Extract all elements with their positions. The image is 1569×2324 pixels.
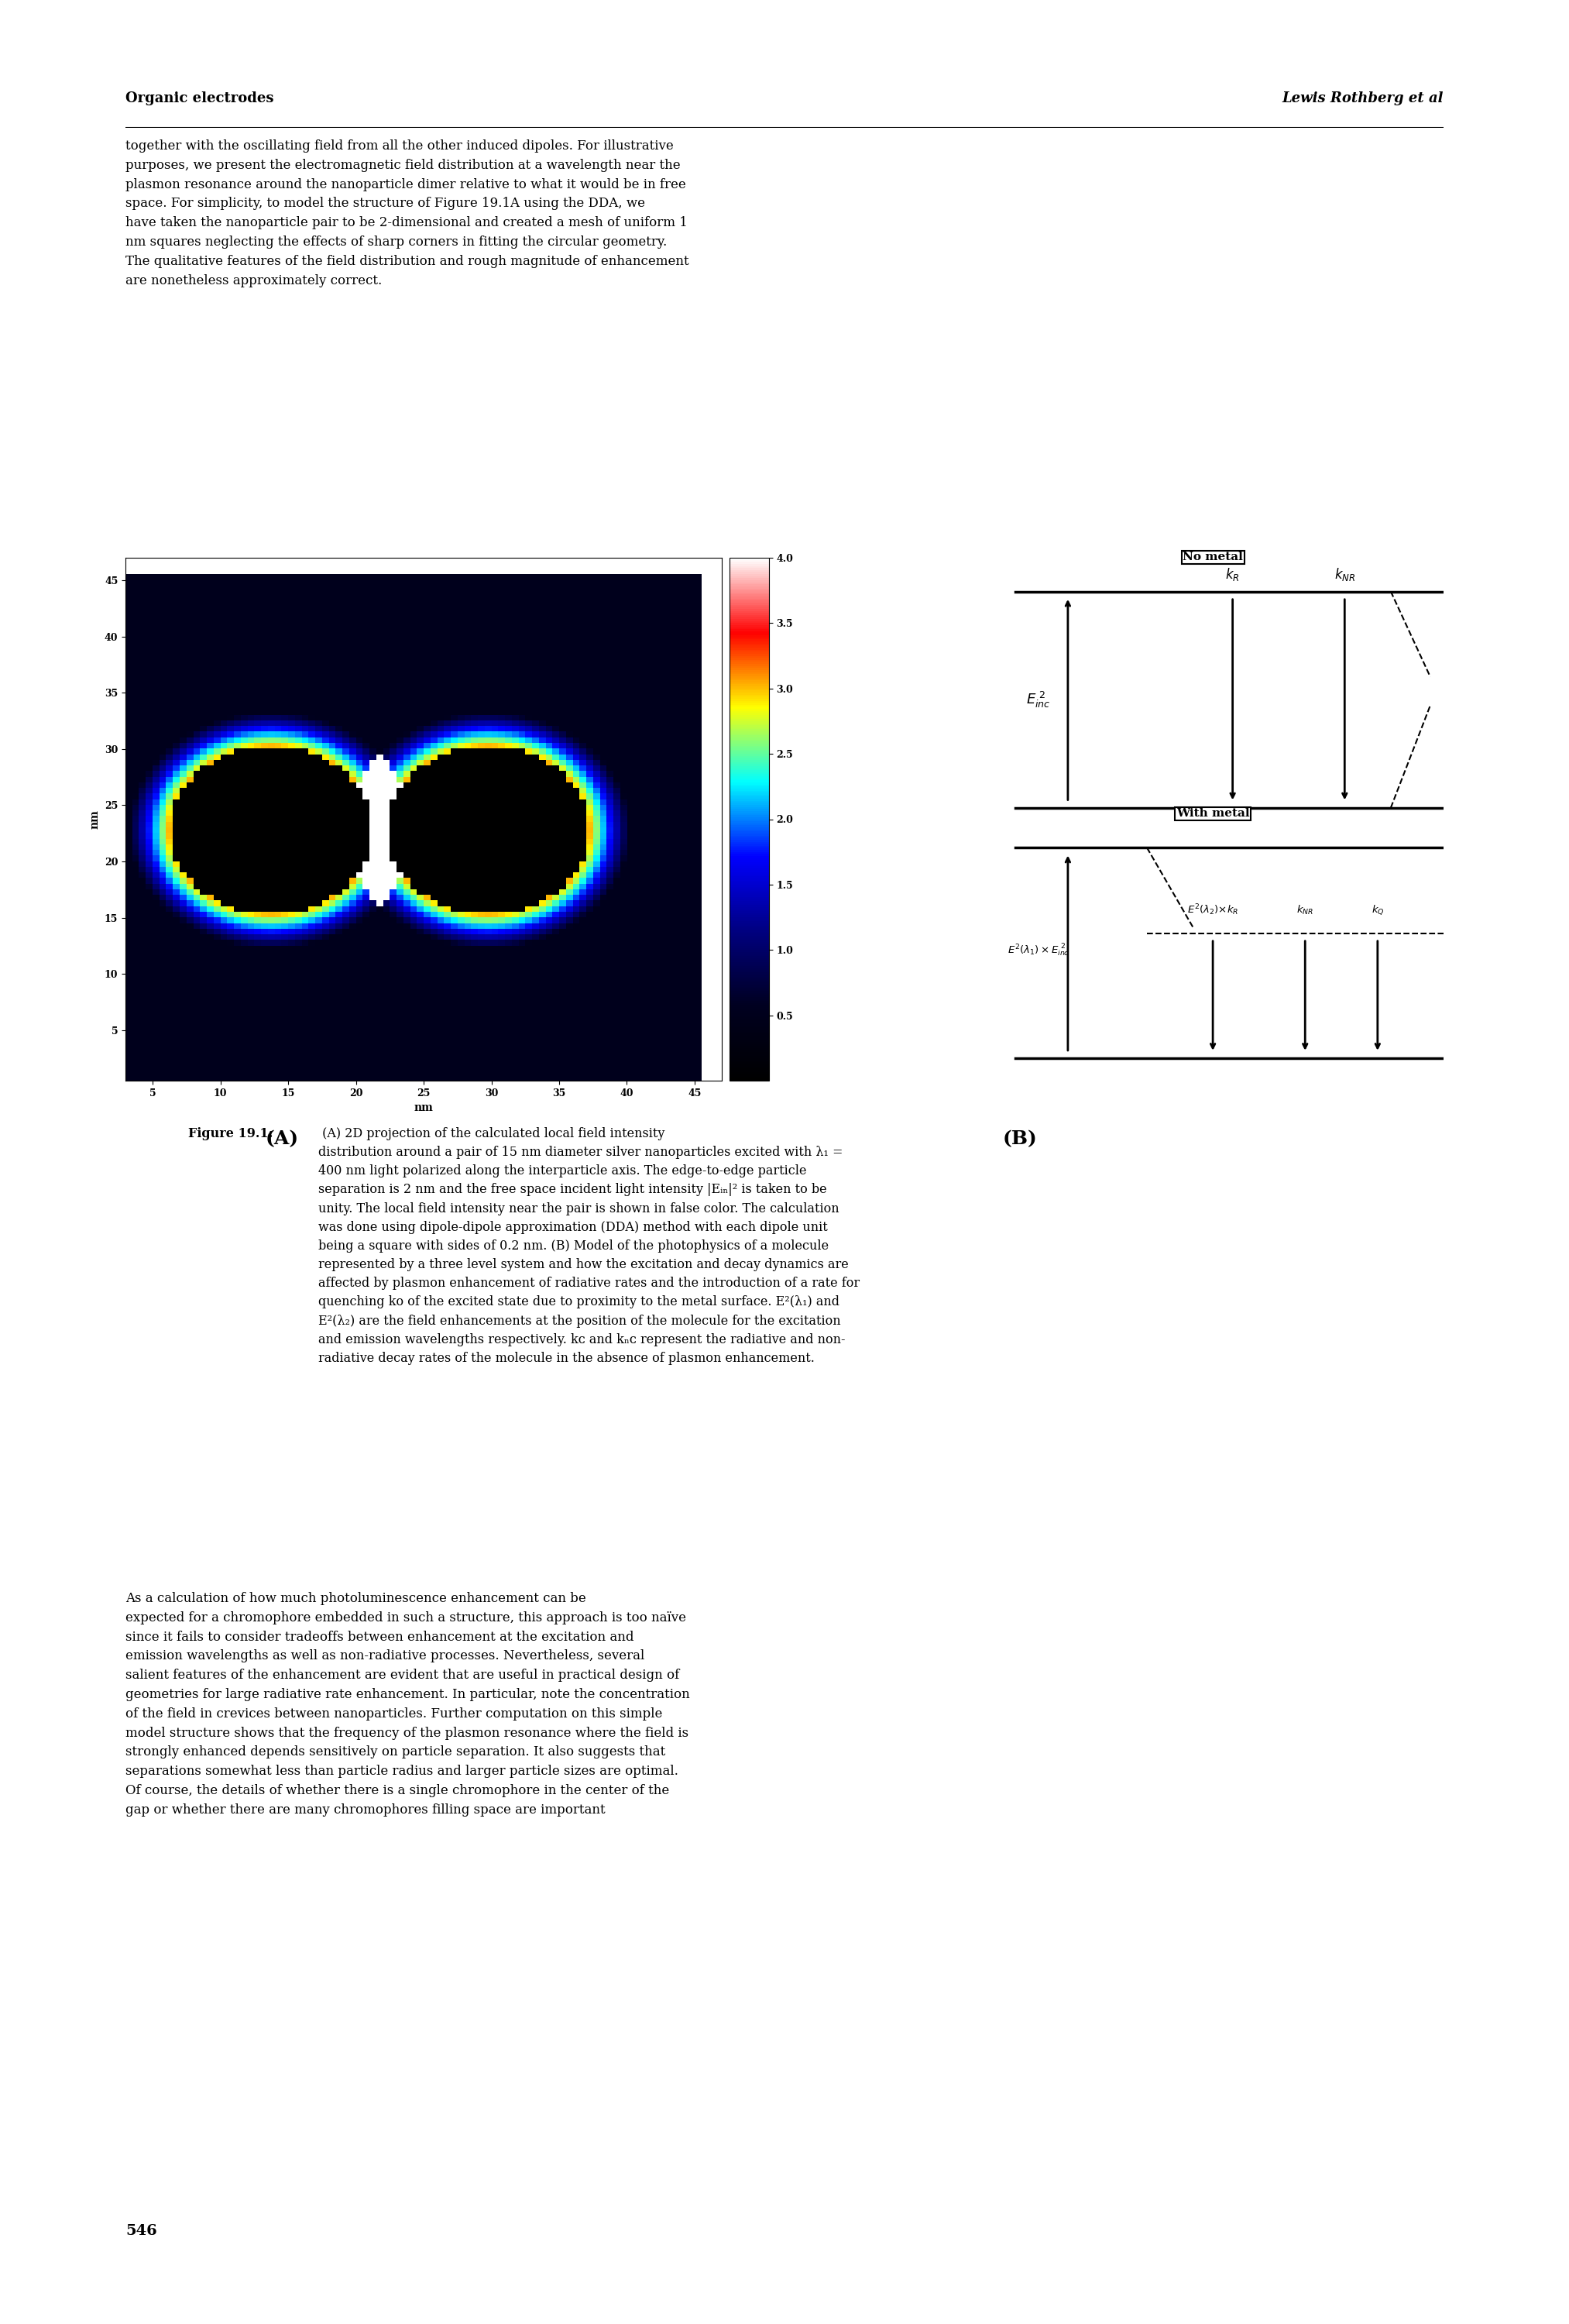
Text: $k_{NR}$: $k_{NR}$ [1334, 567, 1356, 583]
Text: With metal: With metal [1177, 809, 1249, 818]
Text: $k_{NR}$: $k_{NR}$ [1296, 904, 1313, 916]
Text: $k_Q$: $k_Q$ [1371, 904, 1384, 916]
Text: $E_{inc}^{\ 2}$: $E_{inc}^{\ 2}$ [1026, 690, 1051, 709]
Text: (A) 2D projection of the calculated local field intensity
distribution around a : (A) 2D projection of the calculated loca… [319, 1127, 860, 1364]
Text: $k_R$: $k_R$ [1225, 567, 1240, 583]
Text: Figure 19.1:: Figure 19.1: [188, 1127, 273, 1141]
Text: $E^2(\lambda_2){\times}k_R$: $E^2(\lambda_2){\times}k_R$ [1188, 904, 1238, 918]
Y-axis label: nm: nm [89, 809, 100, 830]
Text: 546: 546 [126, 2224, 157, 2238]
Text: No metal: No metal [1183, 551, 1243, 562]
Text: As a calculation of how much photoluminescence enhancement can be
expected for a: As a calculation of how much photolumine… [126, 1592, 690, 1817]
Text: together with the oscillating field from all the other induced dipoles. For illu: together with the oscillating field from… [126, 139, 689, 288]
Text: (A): (A) [265, 1129, 300, 1148]
Text: Lewis Rothberg et al: Lewis Rothberg et al [1282, 91, 1443, 105]
X-axis label: nm: nm [414, 1102, 433, 1113]
Text: Organic electrodes: Organic electrodes [126, 91, 275, 105]
Text: $E^2(\lambda_1)\times E_{inc}^{\ 2}$: $E^2(\lambda_1)\times E_{inc}^{\ 2}$ [1007, 941, 1068, 957]
Text: (B): (B) [1003, 1129, 1037, 1148]
